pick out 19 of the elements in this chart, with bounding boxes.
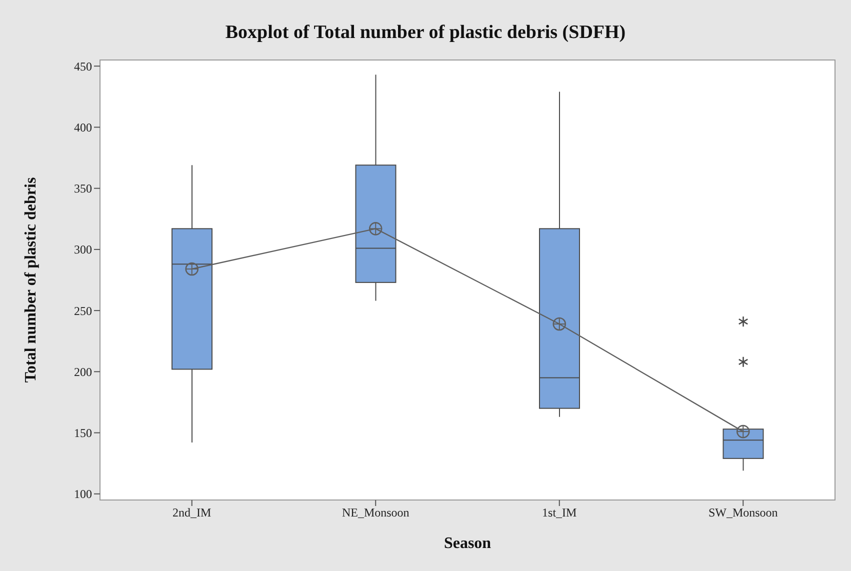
y-tick-label: 200: [74, 364, 92, 379]
x-tick-label: SW_Monsoon: [708, 506, 778, 520]
y-tick-label: 100: [74, 487, 92, 502]
y-tick-label: 400: [74, 120, 92, 134]
x-tick-label: 2nd_IM: [172, 506, 212, 520]
point: [736, 424, 750, 438]
y-axis-title: Total number of plastic debris: [22, 177, 40, 383]
y-tick-label: 300: [74, 242, 92, 257]
x-axis-title: Season: [444, 535, 492, 552]
x-tick-label: NE_Monsoon: [342, 506, 410, 520]
point: [368, 222, 382, 236]
x-tick-label: 1st_IM: [542, 506, 578, 520]
y-tick-label: 450: [74, 59, 92, 74]
chart-title: Boxplot of Total number of plastic debris (SDFH): [224, 22, 627, 44]
point: [185, 262, 199, 276]
y-tick-label: 250: [74, 304, 92, 318]
y-tick-label: 150: [74, 426, 92, 440]
point: [552, 317, 566, 331]
y-tick-label: 350: [74, 182, 92, 196]
